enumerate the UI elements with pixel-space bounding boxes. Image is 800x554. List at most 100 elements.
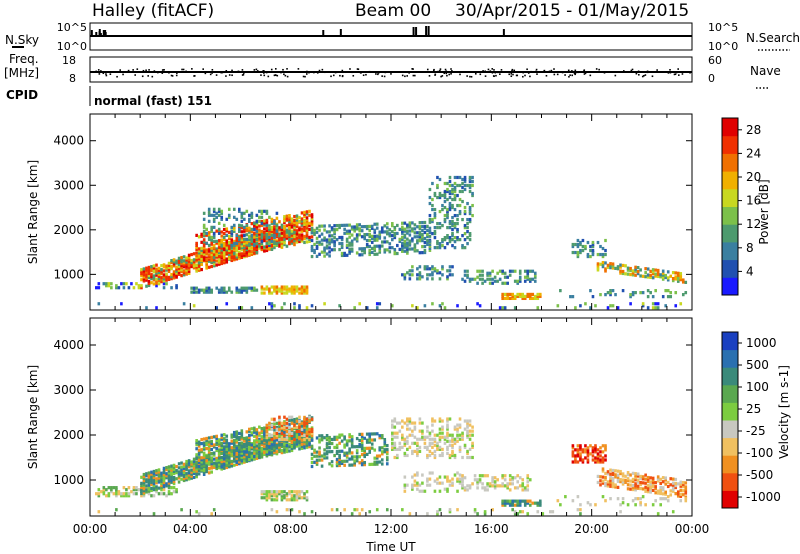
echo-cell	[270, 437, 274, 442]
echo-cell	[664, 478, 668, 482]
echo-cell	[220, 261, 224, 266]
echo-cell	[611, 470, 615, 475]
echo-cell	[265, 246, 269, 251]
echo-cell	[478, 304, 482, 308]
echo-cell	[210, 470, 213, 474]
echo-cell	[245, 447, 249, 451]
echo-cell	[328, 230, 331, 234]
echo-cell	[398, 237, 402, 241]
echo-cell	[285, 447, 289, 452]
nave-dot	[656, 69, 658, 71]
echo-cell	[265, 440, 269, 444]
echo-cell	[275, 427, 279, 431]
echo-cell	[609, 266, 612, 270]
echo-cell	[202, 246, 206, 250]
colorbar-tick-label: 28	[746, 123, 761, 137]
echo-cell	[237, 306, 241, 310]
colorbar-swatch	[722, 384, 738, 403]
echo-cell	[205, 290, 208, 294]
velocity-ylabel: Slant Range [km]	[26, 365, 40, 469]
echo-cell	[190, 262, 193, 267]
echo-cell	[192, 260, 196, 264]
echo-cell	[283, 227, 286, 231]
echo-cell	[431, 217, 434, 222]
colorbar-tick-label: -25	[746, 424, 766, 438]
echo-cell	[403, 437, 407, 441]
echo-cell	[476, 302, 479, 306]
echo-cell	[355, 457, 359, 461]
nave-dot	[147, 75, 149, 77]
echo-cell	[493, 476, 497, 480]
echo-cell	[170, 470, 173, 474]
echo-cell	[646, 477, 650, 482]
echo-cell	[235, 434, 239, 438]
echo-cell	[493, 486, 497, 490]
echo-cell	[383, 444, 387, 448]
nave-dot	[253, 69, 256, 71]
echo-cell	[413, 245, 417, 249]
echo-cell	[200, 240, 203, 244]
echo-cell	[132, 286, 136, 290]
echo-cell	[195, 473, 198, 477]
echo-cell	[601, 450, 605, 454]
echo-cell	[413, 243, 417, 247]
echo-cell	[491, 484, 494, 488]
echo-cell	[308, 441, 311, 445]
echo-cell	[162, 468, 166, 473]
echo-cell	[243, 233, 246, 237]
echo-cell	[453, 197, 457, 202]
echo-cell	[448, 508, 452, 512]
echo-cell	[283, 436, 286, 440]
echo-cell	[222, 286, 226, 290]
echo-cell	[418, 429, 422, 433]
echo-cell	[483, 474, 487, 478]
echo-cell	[265, 220, 269, 225]
echo-cell	[260, 221, 264, 225]
echo-cell	[137, 286, 141, 290]
echo-cell	[411, 304, 414, 308]
echo-cell	[225, 290, 229, 294]
echo-cell	[431, 271, 434, 275]
echo-cell	[526, 292, 530, 297]
echo-cell	[285, 449, 289, 454]
echo-cell	[150, 277, 153, 281]
echo-cell	[604, 448, 607, 452]
echo-cell	[426, 483, 429, 487]
echo-cell	[338, 449, 341, 453]
echo-cell	[225, 447, 229, 451]
echo-cell	[365, 226, 369, 231]
echo-cell	[243, 444, 246, 449]
echo-cell	[335, 227, 339, 232]
echo-cell	[358, 438, 361, 443]
echo-cell	[303, 419, 306, 423]
echo-cell	[538, 294, 542, 299]
echo-cell	[456, 236, 459, 240]
nave-dot	[356, 68, 359, 70]
echo-cell	[197, 452, 201, 456]
echo-cell	[260, 285, 264, 289]
echo-cell	[446, 447, 449, 451]
nave-dot	[344, 71, 347, 74]
echo-cell	[325, 442, 329, 446]
echo-cell	[260, 427, 264, 431]
echo-cell	[232, 250, 236, 254]
echo-cell	[212, 461, 216, 465]
echo-cell	[433, 437, 437, 441]
echo-cell	[215, 436, 219, 440]
echo-cell	[478, 269, 482, 273]
echo-cell	[313, 454, 316, 458]
echo-cell	[195, 439, 198, 443]
echo-cell	[636, 480, 640, 484]
echo-cell	[232, 451, 236, 455]
echo-cell	[431, 277, 434, 281]
echo-cell	[639, 291, 642, 295]
echo-cell	[253, 434, 256, 438]
echo-cell	[328, 446, 331, 450]
echo-cell	[516, 486, 520, 490]
nave-dot	[336, 71, 338, 74]
echo-cell	[393, 443, 397, 447]
echo-cell	[202, 238, 206, 242]
colorbar-frame	[721, 117, 739, 296]
echo-cell	[511, 501, 514, 505]
echo-cell	[461, 189, 464, 194]
